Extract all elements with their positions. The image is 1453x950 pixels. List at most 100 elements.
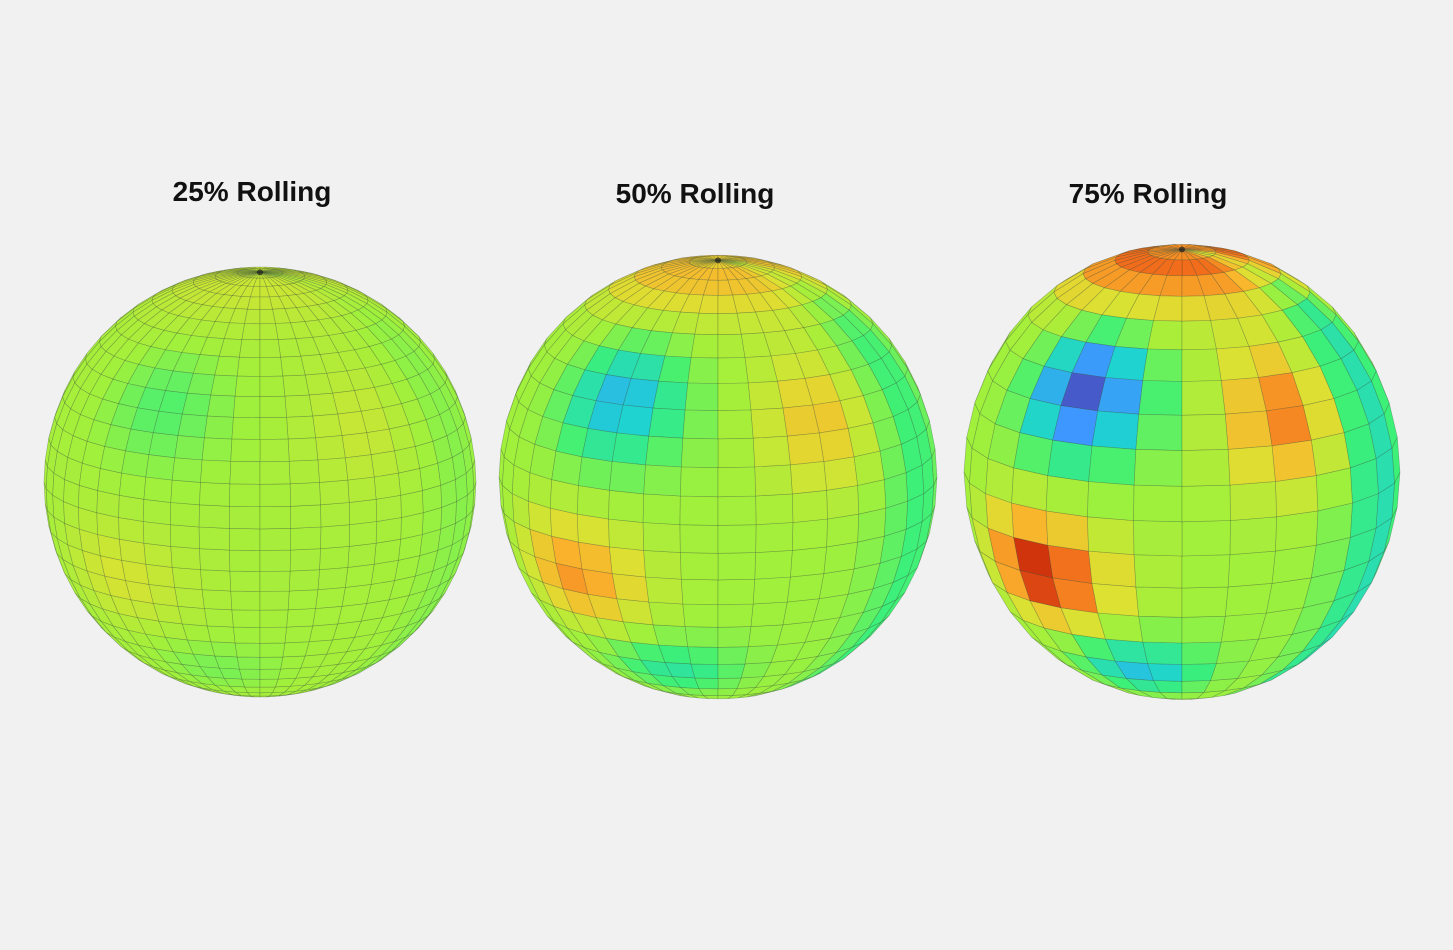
mesh-face [142, 521, 172, 547]
mesh-face [455, 472, 468, 503]
mesh-face [290, 526, 322, 551]
mesh-face [259, 609, 289, 628]
mesh-face [259, 339, 281, 358]
mesh-face [823, 456, 858, 491]
mesh-face [259, 590, 290, 611]
mesh-face [206, 394, 236, 418]
mesh-face [344, 563, 375, 588]
mesh-face [1147, 663, 1183, 682]
mesh-face [171, 457, 203, 483]
mesh-face [400, 590, 427, 614]
mesh-face [1181, 663, 1217, 682]
mesh-face [863, 615, 890, 643]
mesh-face [687, 357, 719, 384]
mesh-face [609, 461, 646, 495]
mesh-face [1181, 698, 1198, 700]
mesh-face [791, 518, 828, 551]
mesh-face [1045, 475, 1089, 518]
mesh-face [1135, 586, 1183, 618]
mesh-face [284, 625, 314, 644]
mesh-face [259, 483, 291, 508]
mesh-face [286, 415, 316, 440]
mesh-face [259, 695, 270, 698]
mesh-face [752, 576, 791, 605]
mesh-face [200, 459, 232, 485]
mesh-face [611, 432, 650, 466]
mesh-face [438, 558, 458, 586]
mesh-face [317, 567, 349, 591]
mesh-face [241, 678, 261, 688]
mesh-face [419, 528, 442, 557]
mesh-face [198, 526, 230, 551]
mesh-face [1236, 656, 1279, 679]
mesh-face [230, 438, 261, 463]
mesh-face [1181, 691, 1205, 700]
mesh-face [174, 435, 205, 461]
mesh-face [125, 428, 154, 456]
mesh-face [849, 299, 874, 325]
mesh-face [770, 641, 806, 663]
mesh-face [1052, 405, 1099, 447]
mesh-face [888, 338, 908, 369]
mesh-face [259, 438, 290, 463]
mesh-face [1133, 554, 1183, 589]
mesh-face [648, 601, 686, 627]
mesh-face [747, 624, 784, 648]
mesh-face [1181, 249, 1198, 261]
mesh-face [755, 522, 794, 553]
mesh-face [652, 624, 689, 648]
mesh-face [608, 518, 645, 551]
mesh-face [1142, 641, 1183, 665]
mesh-face [143, 542, 173, 568]
mesh-face [201, 437, 233, 462]
mesh-face [900, 436, 923, 474]
mesh-face [280, 355, 306, 377]
mesh-face [259, 356, 284, 377]
mesh-face [118, 494, 145, 522]
mesh-face [1088, 550, 1137, 588]
mesh-face [576, 485, 610, 520]
mesh-face [375, 646, 399, 664]
mesh-face [1133, 520, 1183, 557]
mesh-face [750, 407, 788, 439]
mesh-face [717, 466, 757, 498]
mesh-face [370, 450, 399, 478]
mesh-face [717, 260, 746, 266]
mesh-face [1133, 484, 1183, 523]
mesh-face [1181, 586, 1229, 618]
mesh-face [259, 271, 274, 279]
mesh-face [857, 507, 887, 543]
mesh-face [1181, 615, 1226, 644]
mesh-face [717, 333, 746, 359]
mesh-face [244, 308, 261, 325]
mesh-face [717, 552, 757, 581]
mesh-face [1045, 510, 1089, 552]
mesh-face [1181, 449, 1231, 487]
mesh-face [1214, 250, 1250, 261]
mesh-face [233, 395, 261, 419]
mesh-face [1142, 348, 1183, 382]
mesh-face [454, 395, 466, 425]
mesh-face [1275, 475, 1319, 518]
mesh-face [717, 260, 743, 267]
mesh-face [684, 626, 719, 648]
mesh-face [1087, 516, 1135, 556]
mesh-face [142, 498, 172, 526]
mesh-face [1181, 348, 1222, 382]
mesh-face [381, 304, 404, 322]
mesh-face [1349, 458, 1379, 504]
mesh-face [717, 382, 752, 411]
mesh-face [853, 450, 885, 486]
mesh-face [1271, 439, 1317, 482]
mesh-face [694, 312, 719, 335]
mesh-face [259, 395, 287, 419]
mesh-face [204, 415, 234, 440]
mesh-face [320, 502, 351, 528]
mesh-face [790, 546, 827, 578]
north-pole-marker [257, 269, 263, 276]
mesh-face [259, 686, 276, 694]
mesh-face [341, 432, 372, 459]
mesh-face [1097, 377, 1144, 415]
mesh-face [259, 626, 287, 644]
mesh-face [289, 548, 321, 572]
